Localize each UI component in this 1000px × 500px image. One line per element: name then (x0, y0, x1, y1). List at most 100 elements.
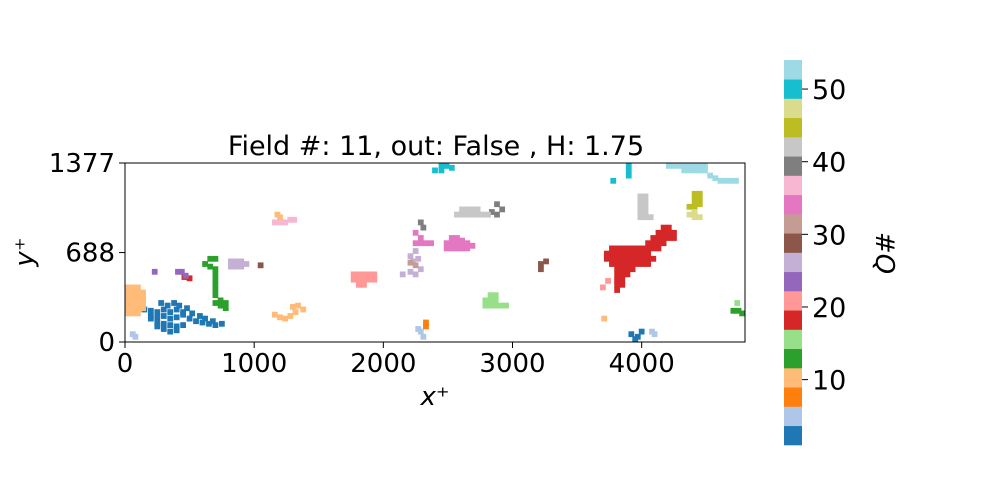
cluster-cell (132, 333, 139, 340)
cluster-cell (487, 297, 494, 304)
cluster-cell (494, 201, 500, 208)
colorbar-tick-label: 40 (812, 148, 846, 179)
cluster-cell (665, 224, 672, 231)
cluster-cell (479, 211, 486, 218)
colorbar-swatch (784, 310, 802, 330)
cluster-9 (601, 315, 608, 322)
cluster-cell (206, 320, 212, 327)
colorbar-swatch (784, 79, 802, 99)
colorbar-swatch (784, 368, 802, 388)
cluster-cell (423, 240, 429, 247)
colorbar-swatch (784, 214, 802, 234)
cluster-cell (186, 275, 193, 282)
cluster-cell (412, 240, 419, 247)
cluster-cell (443, 163, 450, 169)
colorbar-swatch (784, 98, 802, 119)
colorbar-swatch (784, 252, 802, 273)
x-tick-label: 3000 (479, 349, 545, 379)
cluster-cell (707, 172, 714, 179)
cluster-cell (438, 163, 445, 169)
cluster-cell (619, 250, 626, 257)
colorbar-swatch (784, 387, 802, 407)
cluster-cell (651, 331, 658, 338)
cluster-cell (642, 198, 649, 205)
y-axis-ticks: 0 688 1377 (49, 149, 125, 358)
cluster-cell (233, 263, 239, 270)
cluster-cell (603, 255, 610, 262)
cluster-cell (151, 268, 158, 275)
cluster-cell (125, 305, 131, 312)
cluster-cell (366, 271, 373, 278)
cluster-cell (671, 163, 677, 169)
cluster-cell (415, 255, 422, 262)
cluster-cell (212, 281, 219, 288)
cluster-cell (212, 292, 219, 299)
cluster-cell (619, 271, 626, 278)
cluster-24 (412, 229, 435, 247)
y-tick-label: 0 (98, 328, 115, 358)
cluster-cell (717, 177, 724, 184)
cluster-cell (637, 198, 644, 205)
cluster-11 (730, 307, 745, 317)
cluster-cell (739, 310, 745, 317)
cluster-cell (407, 268, 414, 275)
cluster-cell (637, 214, 644, 221)
cluster-cell (135, 289, 141, 296)
cluster-cell (154, 323, 161, 330)
cluster-cell (423, 319, 429, 326)
cluster-cell (350, 271, 357, 278)
y-tick-label: 1377 (49, 149, 115, 179)
cluster-cell (228, 263, 234, 270)
cluster-cell (691, 196, 698, 202)
cluster-cell (642, 193, 649, 200)
cluster-cell (125, 289, 131, 296)
cluster-cell (619, 261, 626, 267)
cluster-cell (696, 196, 703, 202)
cluster-cell (642, 203, 649, 210)
cluster-cell (482, 302, 489, 309)
chart-title: Field #: 11, out: False , H: 1.75 (228, 131, 644, 162)
cluster-cell (217, 297, 224, 304)
cluster-6 (423, 319, 429, 330)
cluster-cell (642, 214, 649, 221)
cluster-13 (734, 300, 741, 306)
cluster-cell (645, 240, 652, 247)
cluster-cell (650, 245, 657, 252)
cluster-cell (238, 263, 245, 270)
colorbar-swatch (784, 291, 802, 311)
cluster-cell (632, 336, 639, 342)
cluster-cell (538, 261, 544, 267)
cluster-cell (160, 306, 167, 313)
x-tick-label: 4000 (609, 349, 675, 379)
cluster-cell (634, 261, 641, 267)
cluster-cell (619, 245, 626, 252)
cluster-cell (619, 276, 626, 283)
cluster-cell (300, 306, 307, 313)
colorbar: 10 20 30 40 50 #Q (784, 60, 899, 446)
cluster-cell (417, 240, 424, 247)
cluster-cell (624, 261, 631, 267)
cluster-cell (474, 211, 481, 218)
cluster-cell (614, 266, 621, 273)
cluster-cell (722, 177, 729, 184)
cluster-cell (212, 300, 219, 306)
cluster-cell (686, 211, 693, 218)
cluster-cell (171, 300, 177, 306)
cluster-cell (164, 302, 171, 309)
cluster-cell (125, 284, 131, 291)
cluster-cell (702, 163, 708, 169)
cluster-cell (154, 314, 161, 321)
cluster-cell (355, 271, 362, 278)
cluster-cell (140, 289, 146, 296)
cluster-14 (603, 224, 677, 293)
cluster-cell (178, 268, 185, 275)
cluster-cell (277, 214, 283, 221)
cluster-cell (135, 284, 141, 291)
cluster-cell (287, 313, 294, 319)
cluster-cell (160, 326, 167, 332)
cluster-cell (625, 167, 632, 174)
colorbar-tick-label: 10 (812, 366, 846, 397)
cluster-cell (291, 216, 298, 223)
cluster-cell (624, 271, 631, 278)
cluster-cell (655, 235, 662, 241)
